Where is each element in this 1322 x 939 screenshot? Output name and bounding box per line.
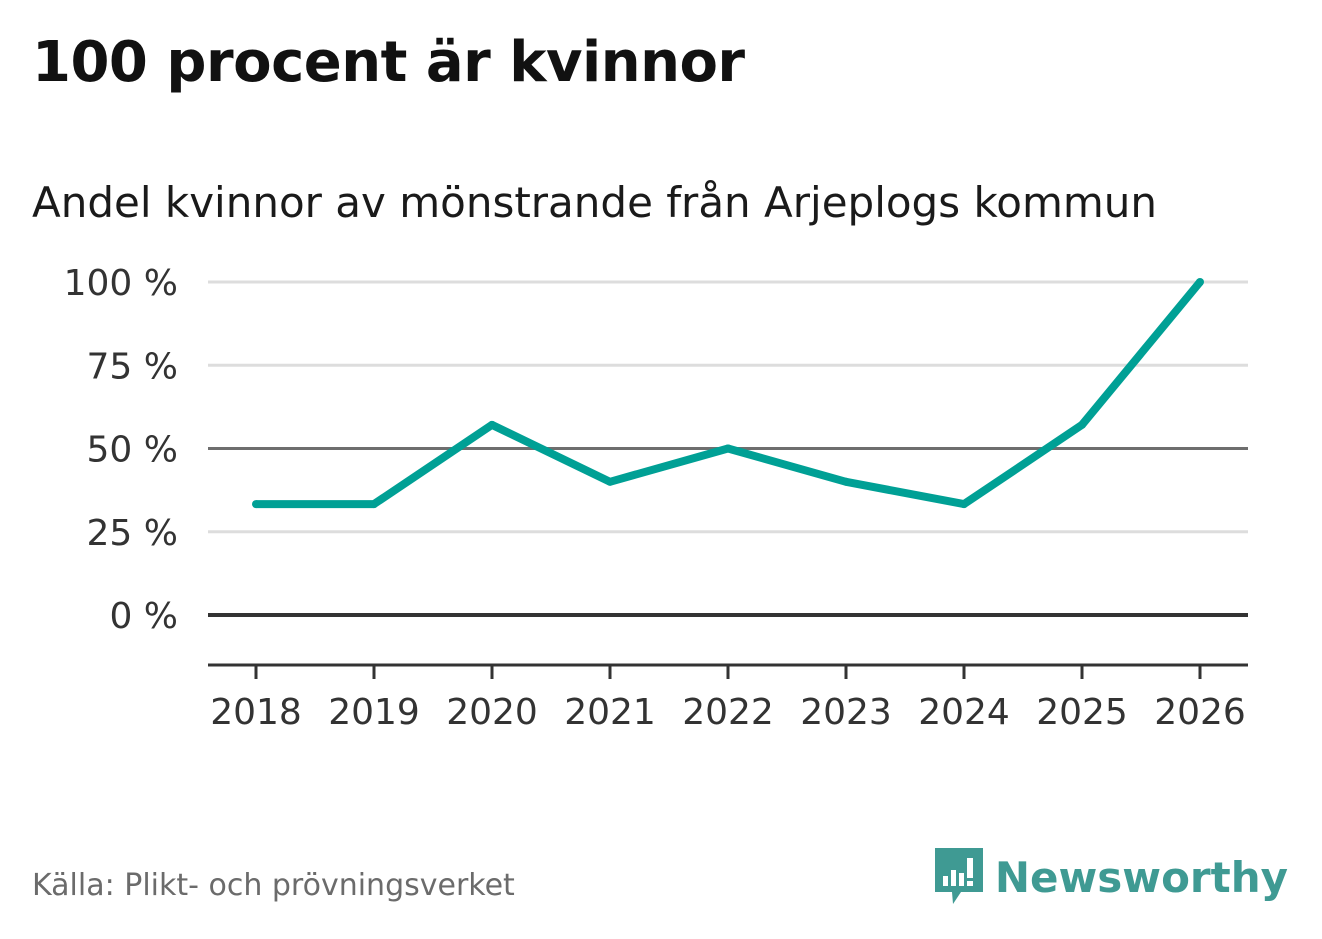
series-layer [252, 278, 1204, 509]
data-point-2020 [488, 420, 496, 429]
data-point-2025 [1078, 420, 1086, 429]
data-point-2018 [252, 500, 260, 509]
chart-title: 100 procent är kvinnor [32, 30, 745, 95]
x-tick-label: 2025 [1036, 692, 1128, 733]
y-tick-label: 50 % [87, 430, 178, 471]
y-tick-label: 25 % [87, 513, 178, 554]
x-tick-label: 2022 [682, 692, 774, 733]
chart-subtitle: Andel kvinnor av mönstrande från Arjeplo… [32, 178, 1158, 227]
x-tick-label: 2018 [210, 692, 302, 733]
y-tick-label: 75 % [87, 346, 178, 387]
x-axis: 2018 2019 2020 2021 2022 2023 2024 2025 2026 [208, 663, 1248, 733]
x-tick-label: 2019 [328, 692, 420, 733]
data-point-2023 [842, 477, 850, 486]
x-tick-label: 2020 [446, 692, 538, 733]
data-point-2026 [1196, 278, 1204, 286]
y-tick-label: 100 % [64, 263, 178, 304]
y-tick-label: 0 % [109, 596, 178, 637]
x-tick-label: 2023 [800, 692, 892, 733]
data-point-2019 [370, 500, 378, 509]
x-tick-label: 2024 [918, 692, 1010, 733]
brand: Newsworthy [934, 848, 1288, 906]
x-tick-label: 2021 [564, 692, 656, 733]
source-note: Källa: Plikt- och prövningsverket [32, 868, 515, 903]
data-point-2021 [606, 477, 614, 486]
x-tick-label: 2026 [1154, 692, 1246, 733]
y-axis: 0 % 25 % 50 % 75 % 100 % [64, 263, 178, 637]
newsworthy-logo-icon [934, 848, 983, 904]
series-line [256, 279, 1204, 509]
data-point-2022 [724, 444, 732, 453]
brand-name: Newsworthy [994, 852, 1288, 902]
line-chart: 0 % 25 % 50 % 75 % 100 % 2018 2019 2020 2021 202… [64, 263, 1248, 733]
data-point-2024 [960, 500, 968, 509]
